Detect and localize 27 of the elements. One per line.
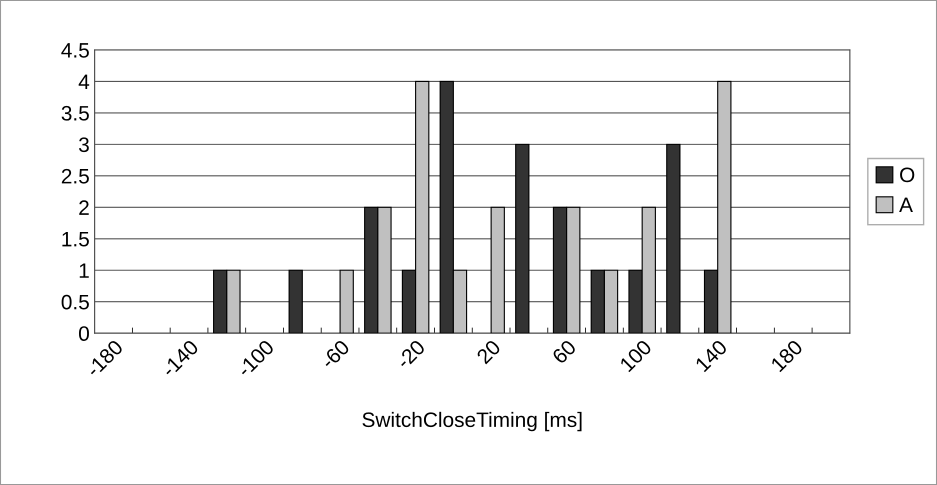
legend-label: O: [900, 167, 914, 182]
x-tick-label: 60: [551, 339, 577, 365]
x-axis-title: SwitchCloseTiming [ms]: [362, 412, 582, 432]
bar: [515, 144, 530, 334]
legend-label: A: [899, 198, 913, 212]
x-tick-label: -60: [320, 339, 350, 370]
x-tick-label: 140: [694, 339, 728, 372]
y-tick-label: 3.5: [62, 106, 89, 121]
bar: [666, 144, 680, 334]
y-tick-label: 0.5: [62, 294, 89, 310]
y-tick-label: 1: [80, 263, 89, 278]
y-tick-label: 0: [79, 326, 89, 341]
y-tick-label: 4.5: [61, 43, 89, 58]
x-tick-label: 100: [619, 339, 652, 372]
y-tick-label: 2.5: [62, 168, 89, 184]
bar: [288, 270, 303, 334]
bar: [340, 270, 354, 334]
x-tick-label: 20: [476, 339, 502, 365]
y-tick-label: 3: [78, 137, 89, 152]
x-tick-label: -140: [160, 339, 200, 378]
bar: [490, 206, 505, 334]
y-tick-label: 2: [79, 200, 89, 215]
x-tick-label: -20: [395, 339, 426, 370]
x-tick-label: -100: [236, 339, 275, 378]
y-tick-label: 1.5: [62, 232, 89, 247]
x-tick-label: 180: [770, 339, 804, 372]
y-tick-label: 4: [78, 74, 90, 89]
